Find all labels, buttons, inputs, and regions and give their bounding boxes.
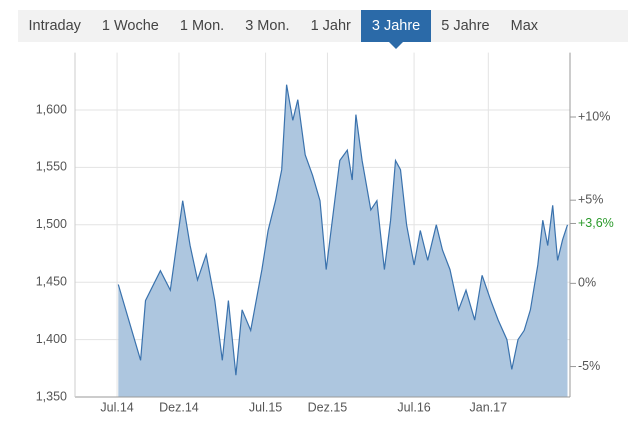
y-tick-label: 1,350 bbox=[36, 389, 67, 403]
range-tab[interactable]: 1 Woche bbox=[101, 18, 159, 34]
range-tab[interactable]: 1 Jahr bbox=[310, 18, 351, 34]
range-tab[interactable]: Max bbox=[510, 18, 539, 34]
y2-tick-label: 0% bbox=[578, 276, 596, 290]
range-tab[interactable]: 3 Mon. bbox=[245, 18, 290, 34]
y-tick-label: 1,400 bbox=[36, 332, 67, 346]
range-tab[interactable]: 5 Jahre bbox=[441, 18, 490, 34]
x-tick-label: Jul.15 bbox=[249, 400, 282, 414]
range-tab[interactable]: Intraday bbox=[28, 18, 81, 34]
line bbox=[117, 84, 569, 376]
area bbox=[118, 84, 568, 397]
y-tick-label: 1,450 bbox=[36, 274, 67, 288]
y-tick-label: 1,500 bbox=[36, 217, 67, 231]
y-tick-label: 1,550 bbox=[36, 160, 67, 174]
x-tick-label: Dez.14 bbox=[159, 400, 199, 414]
range-tab[interactable]: 3 Jahre bbox=[361, 10, 431, 49]
tab-bar: Intraday 1 Woche 1 Mon. 3 Mon. 1 Jahr 3 Jahre… bbox=[18, 10, 628, 49]
current-change-label: +3,6% bbox=[578, 216, 614, 230]
y2-tick-label: +10% bbox=[578, 109, 610, 123]
x-tick-label: Dez.15 bbox=[308, 400, 348, 414]
x-tick-label: Jul.14 bbox=[100, 400, 133, 414]
y2-tick-label: +5% bbox=[578, 192, 603, 206]
y-tick-label: 1,600 bbox=[36, 102, 67, 116]
y2-tick-label: -5% bbox=[578, 359, 600, 373]
x-tick-label: Jan.17 bbox=[470, 400, 508, 414]
x-tick-label: Jul.16 bbox=[397, 400, 430, 414]
range-tab[interactable]: 1 Mon. bbox=[179, 18, 225, 34]
